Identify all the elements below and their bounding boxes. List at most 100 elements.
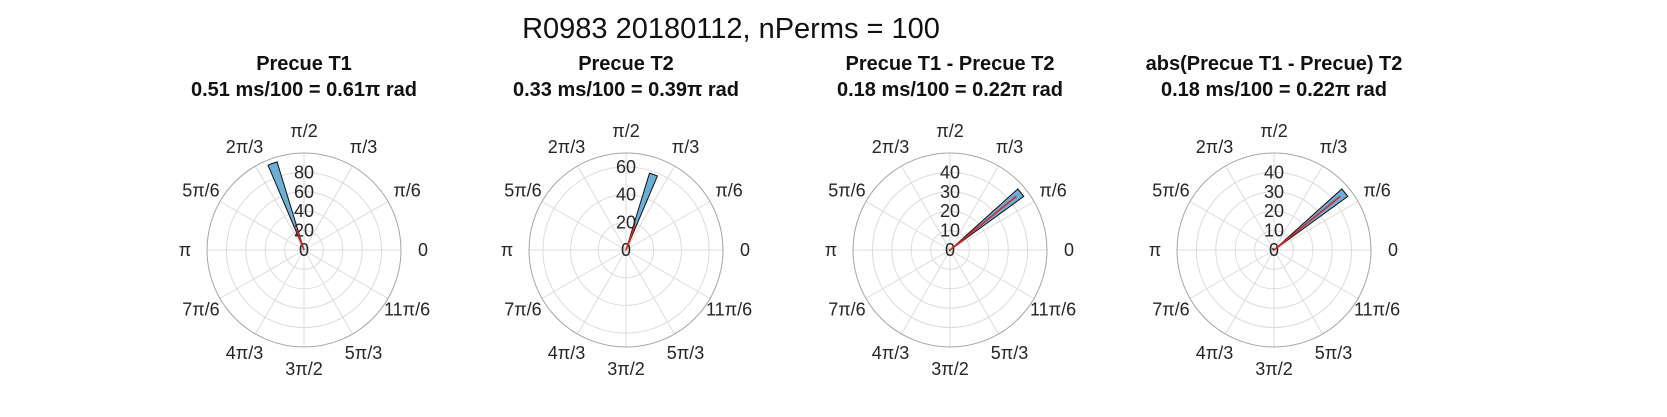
radial-tick-label: 10 (940, 221, 960, 241)
theta-tick-label: π (825, 240, 837, 260)
chart-title: abs(Precue T1 - Precue) T2 (1146, 53, 1403, 75)
theta-tick-label: 5π/6 (1152, 181, 1189, 201)
angular-gridline (255, 165, 305, 251)
figure-suptitle: R0983 20180112, nPerms = 100 (522, 13, 940, 45)
chart-subtitle: 0.18 ms/100 = 0.22π rad (1161, 79, 1387, 101)
polar-chart-2: Precue T2 0.33 ms/100 = 0.39π rad 0 π/6 π/3 π… (501, 53, 752, 379)
angular-gridline (865, 249, 951, 299)
theta-tick-label: 3π/2 (607, 359, 644, 379)
angular-gridline (625, 165, 675, 251)
theta-tick-label: 7π/6 (504, 300, 541, 320)
radial-tick-label: 80 (294, 162, 314, 182)
radial-tick-label: 40 (940, 162, 960, 182)
theta-tick-label: 0 (1388, 240, 1398, 260)
theta-tick-label: 5π/6 (504, 181, 541, 201)
angular-gridline (865, 201, 951, 251)
radial-tick-label: 10 (1264, 221, 1284, 241)
polar-axis-boundary (852, 152, 1048, 348)
radial-tick-label: 60 (616, 157, 636, 177)
chart-title: Precue T2 (578, 53, 674, 75)
angular-gridline (625, 249, 675, 335)
polar-chart-1: Precue T1 0.51 ms/100 = 0.61π rad 0 π/6 π/3 π… (179, 53, 430, 379)
histogram-bar (267, 161, 305, 251)
theta-tick-label: π/6 (1363, 181, 1390, 201)
theta-tick-label: π/3 (1320, 137, 1347, 157)
theta-tick-label: 7π/6 (1152, 300, 1189, 320)
angular-gridline (1225, 165, 1275, 251)
polar-chart-4: abs(Precue T1 - Precue) T2 0.18 ms/100 = … (1146, 53, 1403, 379)
theta-tick-label: 4π/3 (872, 343, 909, 363)
chart-title: Precue T1 (256, 53, 352, 75)
polar-axis-boundary (206, 152, 402, 348)
theta-tick-label: π (501, 240, 513, 260)
theta-tick-label: 2π/3 (548, 137, 585, 157)
angular-gridline (541, 249, 627, 299)
theta-tick-label: 11π/6 (384, 300, 430, 320)
angular-gridline (303, 165, 353, 251)
radial-tick-label: 20 (616, 212, 636, 232)
theta-tick-label: 7π/6 (182, 300, 219, 320)
theta-tick-label: 4π/3 (226, 343, 263, 363)
angular-gridline (577, 165, 627, 251)
angular-gridline (901, 165, 951, 251)
theta-tick-label: 3π/2 (931, 359, 968, 379)
theta-tick-label: 4π/3 (548, 343, 585, 363)
angular-gridline (255, 249, 305, 335)
chart-subtitle: 0.51 ms/100 = 0.61π rad (191, 79, 417, 101)
angular-gridline (577, 249, 627, 335)
theta-tick-label: 5π/6 (182, 181, 219, 201)
angular-gridline (219, 201, 305, 251)
angular-gridline (1189, 249, 1275, 299)
radial-tick-label: 40 (1264, 162, 1284, 182)
chart-subtitle: 0.33 ms/100 = 0.39π rad (513, 79, 739, 101)
theta-tick-label: 5π/3 (345, 343, 382, 363)
radial-tick-label: 20 (1264, 201, 1284, 221)
polar-chart-3: Precue T1 - Precue T2 0.18 ms/100 = 0.22π… (825, 53, 1076, 379)
theta-tick-label: π/3 (996, 137, 1023, 157)
angular-gridline (1189, 201, 1275, 251)
theta-tick-label: 5π/3 (1315, 343, 1352, 363)
null-vector (1272, 248, 1275, 251)
radial-tick-label: 60 (294, 182, 314, 202)
theta-tick-label: 11π/6 (706, 300, 752, 320)
radial-tick-label: 30 (940, 182, 960, 202)
angular-gridline (901, 249, 951, 335)
angular-gridline (219, 249, 305, 299)
theta-tick-label: 0 (1064, 240, 1074, 260)
polar-axis-boundary (528, 152, 724, 348)
theta-tick-label: π/6 (393, 181, 420, 201)
theta-tick-label: π/2 (612, 121, 639, 141)
theta-tick-label: 2π/3 (872, 137, 909, 157)
angular-gridline (1273, 201, 1359, 251)
chart-subtitle: 0.18 ms/100 = 0.22π rad (837, 79, 1063, 101)
theta-tick-label: 4π/3 (1196, 343, 1233, 363)
angular-gridline (303, 201, 389, 251)
theta-tick-label: π/2 (936, 121, 963, 141)
histogram-bar (625, 172, 659, 251)
angular-gridline (1225, 249, 1275, 335)
theta-tick-label: 11π/6 (1030, 300, 1076, 320)
chart-title: Precue T1 - Precue T2 (846, 53, 1055, 75)
theta-tick-label: 3π/2 (285, 359, 322, 379)
theta-tick-label: 7π/6 (828, 300, 865, 320)
angular-gridline (1273, 249, 1359, 299)
theta-tick-label: 5π/6 (828, 181, 865, 201)
theta-tick-label: π/6 (715, 181, 742, 201)
theta-tick-label: π/2 (1260, 121, 1287, 141)
theta-tick-label: π/6 (1039, 181, 1066, 201)
angular-gridline (949, 249, 1035, 299)
theta-tick-label: 5π/3 (667, 343, 704, 363)
theta-tick-label: π/2 (290, 121, 317, 141)
mean-vector-line (625, 224, 636, 251)
angular-gridline (949, 201, 1035, 251)
mean-vector-line (295, 228, 305, 251)
polar-axis-boundary (1176, 152, 1372, 348)
radial-tick-label: 20 (940, 201, 960, 221)
radial-tick-label: 40 (294, 201, 314, 221)
angular-gridline (541, 201, 627, 251)
theta-tick-label: 3π/2 (1255, 359, 1292, 379)
mean-vector-line (1273, 195, 1341, 251)
theta-tick-label: 11π/6 (1354, 300, 1400, 320)
theta-tick-label: 5π/3 (991, 343, 1028, 363)
